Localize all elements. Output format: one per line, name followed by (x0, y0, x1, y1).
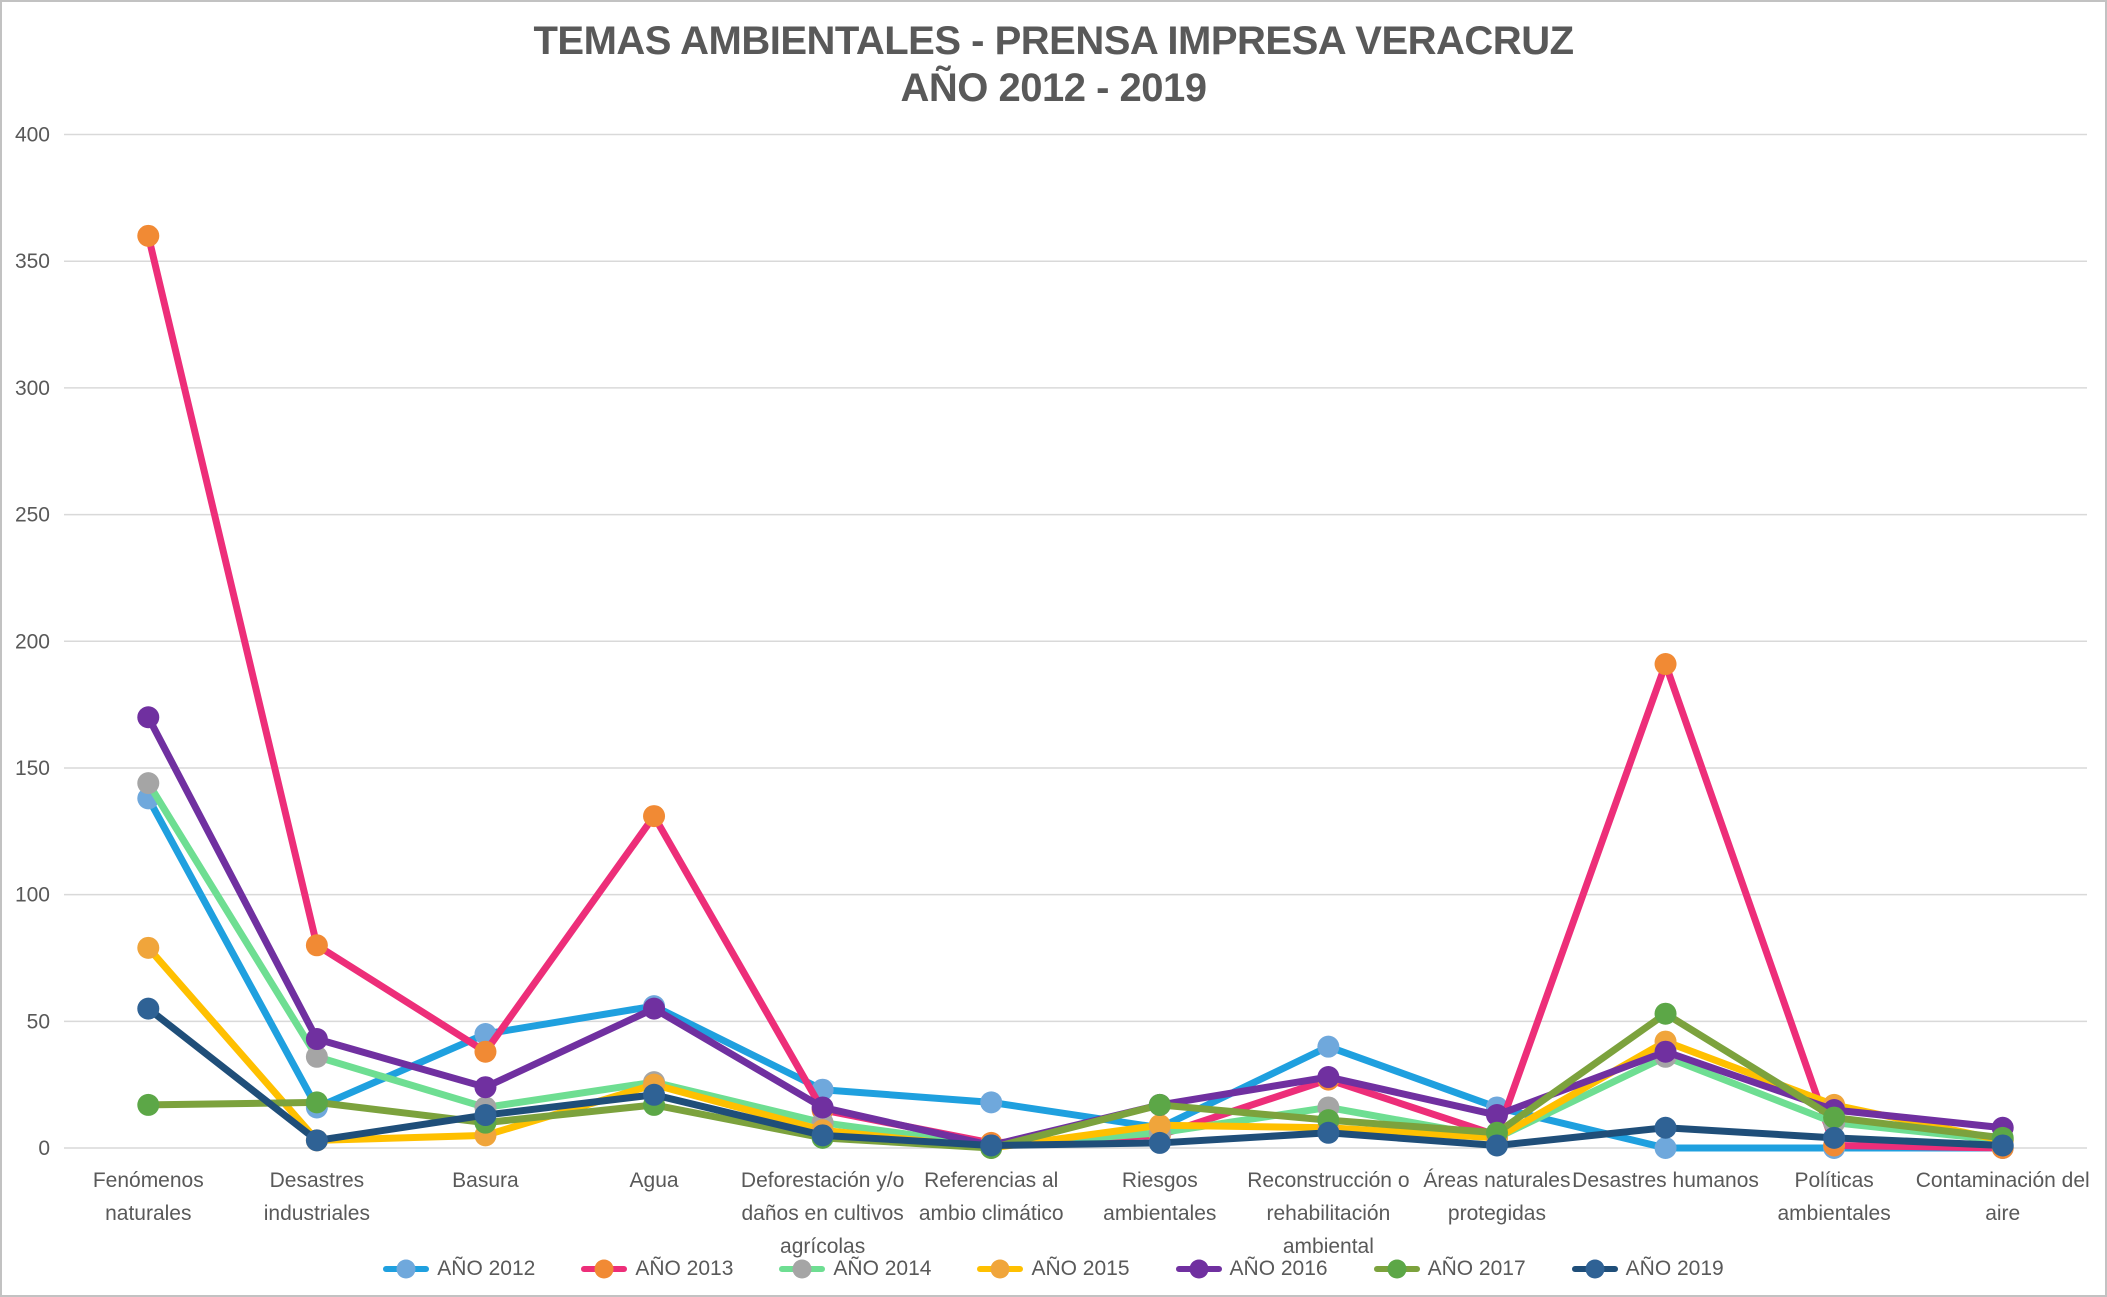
x-axis-label-areas-naturales-protegidas: Áreas naturales protegidas (1423, 1169, 1570, 1225)
data-point-ano-2019-basura[interactable] (474, 1104, 497, 1127)
data-point-ano-2012-referencias-al-ambio-climatico[interactable] (980, 1091, 1003, 1114)
legend-dot-icon (594, 1259, 614, 1279)
legend-marker-icon (581, 1259, 628, 1279)
legend-item-ano-2019[interactable]: AÑO 2019 (1571, 1257, 1724, 1281)
legend-label: AÑO 2017 (1427, 1257, 1526, 1280)
x-axis-label-basura: Basura (452, 1169, 519, 1192)
legend-dot-icon (792, 1259, 812, 1279)
legend-label: AÑO 2019 (1625, 1257, 1724, 1280)
data-point-ano-2019-contaminacion-del-aire[interactable] (1991, 1134, 2014, 1157)
data-point-ano-2012-reconstruccion-o-rehabilitacion-ambiental[interactable] (1317, 1035, 1340, 1058)
x-axis-label-agua: Agua (630, 1169, 679, 1192)
data-point-ano-2014-desastres-industriales[interactable] (305, 1045, 328, 1068)
data-point-ano-2016-areas-naturales-protegidas[interactable] (1485, 1104, 1508, 1127)
data-point-ano-2013-basura[interactable] (474, 1040, 497, 1063)
legend-item-ano-2017[interactable]: AÑO 2017 (1373, 1257, 1526, 1281)
legend-dot-icon (1189, 1259, 1209, 1279)
legend-item-ano-2014[interactable]: AÑO 2014 (779, 1257, 931, 1281)
chart-title: TEMAS AMBIENTALES - PRENSA IMPRESA VERAC… (2, 18, 2105, 112)
data-point-ano-2016-fenomenos-naturales[interactable] (137, 706, 160, 729)
x-axis-label-referencias-al-ambio-climatico: Referencias al ambio climático (919, 1169, 1064, 1225)
x-axis-label-desastres-industriales: Desastres industriales (264, 1169, 370, 1225)
series-line-ano-2013[interactable] (144, 232, 2007, 1152)
legend-marker-icon (1175, 1259, 1222, 1279)
legend-dot-icon (396, 1259, 416, 1279)
chart-title-line1: TEMAS AMBIENTALES - PRENSA IMPRESA VERAC… (533, 19, 1574, 63)
y-tick-label-50: 50 (27, 1010, 50, 1033)
data-point-ano-2017-desastres-humanos[interactable] (1654, 1002, 1677, 1025)
legend-item-ano-2013[interactable]: AÑO 2013 (581, 1257, 733, 1281)
y-tick-label-400: 400 (15, 124, 50, 147)
data-point-ano-2019-referencias-al-ambio-climatico[interactable] (980, 1134, 1003, 1157)
data-point-ano-2013-fenomenos-naturales[interactable] (137, 224, 160, 247)
legend-marker-icon (977, 1259, 1024, 1279)
chart-title-line2: AÑO 2012 - 2019 (900, 66, 1207, 110)
legend-item-ano-2012[interactable]: AÑO 2012 (383, 1257, 535, 1281)
series-line-ano-2019[interactable] (144, 1005, 2007, 1149)
legend-label: AÑO 2014 (833, 1257, 932, 1280)
data-point-ano-2017-desastres-industriales[interactable] (305, 1091, 328, 1114)
y-tick-label-250: 250 (15, 504, 50, 527)
y-tick-label-100: 100 (15, 884, 50, 907)
data-point-ano-2016-reconstruccion-o-rehabilitacion-ambiental[interactable] (1317, 1066, 1340, 1089)
data-point-ano-2016-deforestacion-y-o-danos-en-cultivos-agricolas[interactable] (811, 1096, 834, 1119)
x-axis-label-desastres-humanos: Desastres humanos (1572, 1169, 1759, 1192)
legend: AÑO 2012 AÑO 2013 AÑO 2014 AÑO 2015 AÑO 2016… (2, 1257, 2105, 1281)
legend-item-ano-2016[interactable]: AÑO 2016 (1175, 1257, 1328, 1281)
data-point-ano-2019-areas-naturales-protegidas[interactable] (1485, 1134, 1508, 1157)
data-point-ano-2014-fenomenos-naturales[interactable] (137, 772, 160, 795)
y-tick-label-200: 200 (15, 630, 50, 653)
x-axis-label-fenomenos-naturales: Fenómenos naturales (93, 1169, 204, 1225)
x-axis-label-politicas-ambientales: Políticas ambientales (1778, 1169, 1891, 1225)
data-point-ano-2017-politicas-ambientales[interactable] (1823, 1106, 1846, 1129)
data-point-ano-2017-riesgos-ambientales[interactable] (1148, 1093, 1171, 1116)
x-axis-label-reconstruccion-o-rehabilitacion-ambiental: Reconstrucción o rehabilitación ambiental (1247, 1169, 1409, 1258)
legend-label: AÑO 2012 (437, 1257, 536, 1280)
data-point-ano-2012-desastres-humanos[interactable] (1654, 1137, 1677, 1159)
data-point-ano-2017-fenomenos-naturales[interactable] (137, 1093, 160, 1116)
data-point-ano-2019-deforestacion-y-o-danos-en-cultivos-agricolas[interactable] (811, 1124, 834, 1147)
data-point-ano-2019-desastres-industriales[interactable] (305, 1129, 328, 1152)
legend-label: AÑO 2016 (1229, 1257, 1328, 1280)
data-point-ano-2019-reconstruccion-o-rehabilitacion-ambiental[interactable] (1317, 1121, 1340, 1144)
y-tick-label-150: 150 (15, 757, 50, 780)
data-point-ano-2019-politicas-ambientales[interactable] (1823, 1126, 1846, 1149)
legend-marker-icon (779, 1259, 826, 1279)
data-point-ano-2016-agua[interactable] (643, 997, 666, 1020)
data-point-ano-2019-fenomenos-naturales[interactable] (137, 997, 160, 1020)
data-point-ano-2019-desastres-humanos[interactable] (1654, 1116, 1677, 1139)
legend-label: AÑO 2013 (635, 1257, 734, 1280)
data-point-ano-2016-desastres-humanos[interactable] (1654, 1040, 1677, 1063)
x-axis-label-deforestacion-y-o-danos-en-cultivos-agricolas: Deforestación y/o daños en cultivos agríco… (741, 1169, 904, 1258)
legend-label: AÑO 2015 (1031, 1257, 1130, 1280)
legend-marker-icon (1373, 1259, 1420, 1279)
data-point-ano-2016-desastres-industriales[interactable] (305, 1028, 328, 1051)
y-tick-label-350: 350 (15, 250, 50, 273)
data-point-ano-2013-desastres-humanos[interactable] (1654, 653, 1677, 676)
data-point-ano-2015-riesgos-ambientales[interactable] (1148, 1114, 1171, 1137)
data-point-ano-2019-riesgos-ambientales[interactable] (1148, 1131, 1171, 1154)
legend-dot-icon (1585, 1259, 1605, 1279)
series-line-ano-2015[interactable] (144, 944, 2007, 1152)
legend-dot-icon (990, 1259, 1010, 1279)
legend-dot-icon (1387, 1259, 1407, 1279)
x-axis-label-riesgos-ambientales: Riesgos ambientales (1103, 1169, 1216, 1225)
x-axis-label-contaminacion-del-aire: Contaminación del aire (1916, 1169, 2090, 1225)
data-point-ano-2013-agua[interactable] (643, 805, 666, 828)
series-line-ano-2012[interactable] (144, 794, 2007, 1152)
data-point-ano-2015-fenomenos-naturales[interactable] (137, 936, 160, 959)
y-tick-label-300: 300 (15, 377, 50, 400)
data-point-ano-2016-basura[interactable] (474, 1076, 497, 1099)
y-tick-label-0: 0 (38, 1137, 50, 1160)
legend-marker-icon (383, 1259, 430, 1279)
data-point-ano-2019-agua[interactable] (643, 1083, 666, 1106)
legend-marker-icon (1571, 1259, 1618, 1279)
legend-item-ano-2015[interactable]: AÑO 2015 (977, 1257, 1130, 1281)
data-point-ano-2013-desastres-industriales[interactable] (305, 934, 328, 957)
